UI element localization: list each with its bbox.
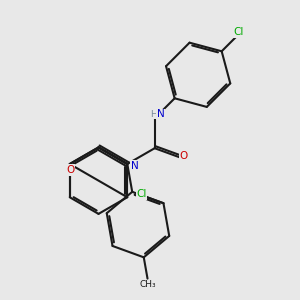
Text: Cl: Cl: [233, 27, 244, 37]
Text: N: N: [131, 161, 139, 171]
Text: H: H: [150, 110, 156, 119]
Text: N: N: [157, 109, 164, 119]
Text: O: O: [67, 165, 75, 175]
Text: Cl: Cl: [136, 189, 147, 199]
Text: O: O: [179, 151, 188, 160]
Text: CH₃: CH₃: [140, 280, 157, 289]
